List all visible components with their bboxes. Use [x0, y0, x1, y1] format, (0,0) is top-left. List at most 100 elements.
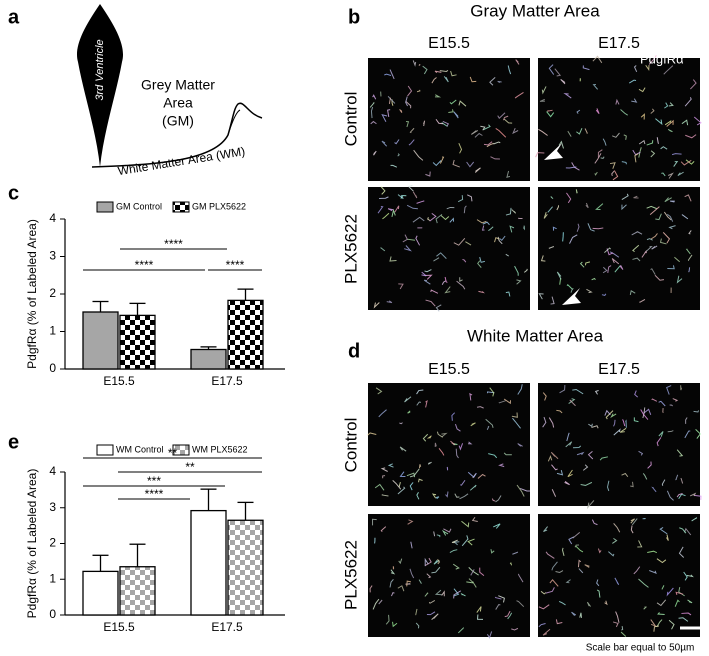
- bar: [82, 311, 119, 370]
- cell-process: [515, 59, 520, 65]
- cell-process: [380, 247, 386, 252]
- cell-process: [370, 106, 374, 119]
- cell-process: [407, 410, 411, 414]
- cell-process: [378, 409, 387, 418]
- panel-label: e: [8, 431, 19, 453]
- cell-process: [433, 257, 440, 262]
- cell-process: [653, 625, 660, 632]
- cell-process: [619, 427, 627, 433]
- cell-process: [497, 112, 506, 119]
- cell-process: [498, 463, 505, 468]
- cell-process: [595, 203, 604, 211]
- cell-process: [423, 279, 431, 285]
- cell-process: [579, 612, 582, 618]
- cell-process: [427, 217, 431, 221]
- cell-process: [600, 156, 605, 159]
- cell-process: [488, 226, 494, 232]
- cell-process: [673, 161, 679, 167]
- cell-process: [584, 564, 590, 568]
- cell-process: [469, 484, 477, 491]
- legend-label: GM PLX5622: [192, 201, 246, 211]
- cell-process: [602, 138, 607, 146]
- cell-process: [467, 538, 475, 546]
- cell-process: [405, 583, 411, 585]
- cell-process: [564, 481, 570, 486]
- cell-process: [408, 139, 415, 146]
- cell-process: [558, 140, 564, 149]
- cell-process: [477, 260, 482, 268]
- cell-process: [405, 96, 408, 107]
- micrograph: [368, 514, 530, 637]
- cell-process: [693, 410, 700, 413]
- cell-process: [494, 236, 500, 243]
- cell-process: [656, 619, 663, 628]
- cell-process: [505, 207, 512, 216]
- cell-process: [494, 596, 502, 600]
- cell-process: [622, 419, 626, 427]
- cell-process: [691, 517, 698, 522]
- cell-process: [646, 205, 657, 210]
- cell-process: [497, 80, 502, 83]
- cell-process: [656, 437, 662, 447]
- cell-process: [412, 191, 418, 199]
- cell-process: [483, 124, 491, 131]
- cell-process: [503, 452, 512, 456]
- significance-label: **: [185, 460, 195, 474]
- cell-process: [540, 255, 546, 262]
- cell-process: [638, 147, 642, 158]
- cell-process: [689, 492, 697, 497]
- cell-process: [621, 472, 629, 478]
- cell-process: [634, 153, 639, 163]
- cell-process: [394, 139, 400, 145]
- cell-process: [431, 493, 437, 499]
- cell-process: [477, 473, 486, 479]
- cell-process: [621, 204, 627, 211]
- cell-process: [378, 599, 383, 605]
- gm-label: Area: [163, 95, 193, 111]
- cell-process: [380, 526, 387, 532]
- cell-process: [453, 590, 462, 599]
- micrograph: [368, 383, 530, 506]
- cell-process: [509, 561, 513, 566]
- cell-process: [425, 171, 431, 177]
- panel-label: b: [348, 6, 360, 28]
- cell-process: [458, 100, 467, 107]
- cell-process: [517, 443, 523, 447]
- cell-process: [551, 464, 558, 471]
- cell-process: [681, 214, 689, 220]
- cell-process: [663, 65, 674, 75]
- cell-process: [637, 540, 643, 548]
- cell-process: [516, 279, 522, 285]
- cell-process: [434, 589, 442, 596]
- cell-process: [612, 537, 618, 544]
- cell-process: [576, 451, 585, 456]
- panel-title: Gray Matter Area: [470, 1, 600, 20]
- cell-process: [453, 588, 460, 597]
- micrograph: [538, 58, 700, 181]
- cell-process: [458, 443, 464, 451]
- cell-process: [441, 590, 445, 597]
- cell-process: [640, 409, 649, 420]
- cell-process: [449, 217, 455, 223]
- cell-process: [498, 595, 505, 603]
- cell-process: [595, 108, 600, 114]
- row-label: Control: [341, 418, 360, 473]
- significance-label: ****: [164, 237, 183, 251]
- cell-process: [439, 156, 445, 164]
- cell-process: [555, 619, 563, 625]
- cell-process: [446, 206, 455, 210]
- cell-process: [611, 258, 620, 265]
- cell-process: [398, 283, 404, 290]
- cell-process: [572, 388, 584, 395]
- cell-process: [685, 417, 688, 424]
- stain-label: PdgfRα: [640, 51, 684, 66]
- y-tick-label: 2: [49, 536, 56, 550]
- cell-process: [433, 559, 440, 565]
- cell-process: [556, 469, 564, 476]
- cell-process: [605, 410, 614, 420]
- cell-process: [490, 549, 495, 554]
- column-label: E15.5: [428, 361, 470, 378]
- cell-process: [664, 102, 669, 109]
- cell-process: [650, 233, 658, 240]
